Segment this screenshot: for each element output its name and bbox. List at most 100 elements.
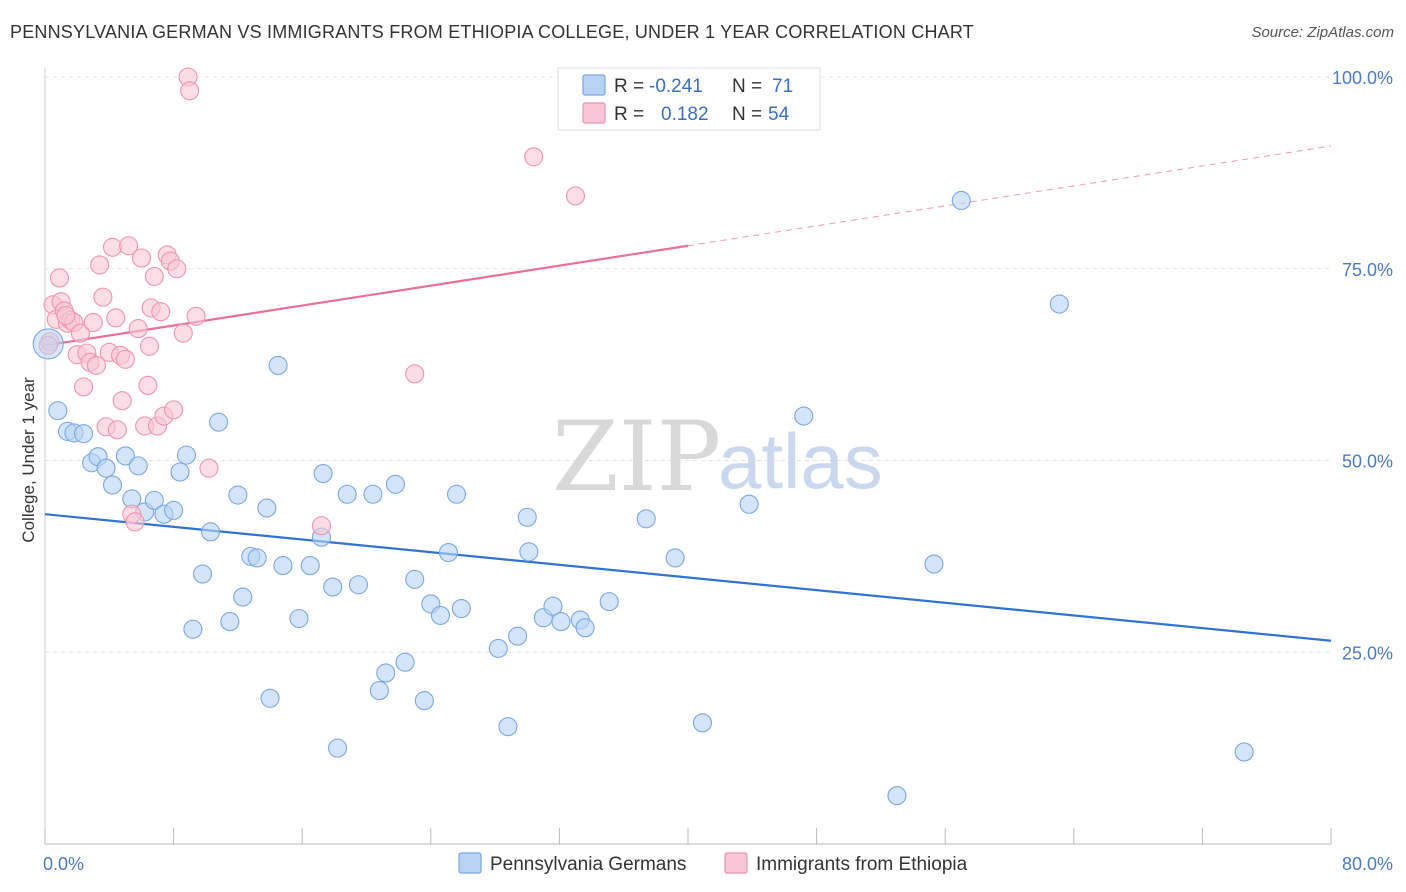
- data-point-pennsylvania-germans: [599, 592, 619, 612]
- stats-legend-n-value: 54: [768, 104, 790, 125]
- data-point-pennsylvania-germans: [257, 498, 277, 518]
- data-point-pennsylvania-germans: [1049, 294, 1069, 314]
- x-tick-label: 80.0%: [1342, 854, 1393, 874]
- data-point-pennsylvania-germans: [48, 401, 68, 421]
- data-point-pennsylvania-germans: [289, 608, 309, 629]
- y-tick-label: 75.0%: [1342, 260, 1393, 280]
- data-point-pennsylvania-germans: [887, 786, 907, 806]
- y-tick-labels: 25.0% 50.0% 75.0% 100.0%: [1332, 68, 1393, 663]
- data-point-immigrants-from-ethiopia: [311, 516, 332, 536]
- data-point-pennsylvania-germans: [376, 663, 396, 683]
- trend-line-extension: [687, 145, 1332, 247]
- data-point-pennsylvania-germans: [951, 190, 971, 211]
- stats-legend-n-label: N =: [732, 104, 762, 125]
- data-point-pennsylvania-germans: [144, 490, 164, 510]
- data-point-pennsylvania-germans: [96, 458, 116, 478]
- data-point-immigrants-from-ethiopia: [107, 420, 127, 440]
- gridlines: [45, 76, 1331, 653]
- data-point-pennsylvania-germans: [102, 475, 123, 495]
- stats-legend-r-label: R =: [614, 76, 644, 97]
- data-point-pennsylvania-germans: [636, 509, 656, 529]
- data-point-pennsylvania-germans: [164, 500, 184, 520]
- data-point-immigrants-from-ethiopia: [405, 364, 425, 384]
- data-point-pennsylvania-germans: [273, 556, 293, 576]
- data-point-immigrants-from-ethiopia: [119, 236, 139, 256]
- data-point-pennsylvania-germans: [348, 575, 369, 595]
- data-point-pennsylvania-germans: [430, 605, 450, 625]
- data-point-pennsylvania-germans: [498, 717, 518, 737]
- data-point-immigrants-from-ethiopia: [106, 308, 126, 328]
- data-point-immigrants-from-ethiopia: [524, 147, 544, 167]
- axes: [44, 68, 1332, 845]
- data-point-pennsylvania-germans: [794, 406, 814, 426]
- data-point-pennsylvania-germans: [268, 355, 288, 375]
- data-point-pennsylvania-germans: [739, 494, 759, 514]
- data-point-pennsylvania-germans: [692, 713, 713, 733]
- data-point-immigrants-from-ethiopia: [144, 266, 164, 286]
- legend-swatch-immigrants-from-ethiopia: [724, 852, 748, 874]
- data-point-immigrants-from-ethiopia: [125, 512, 145, 532]
- watermark-zip: ZIP: [552, 401, 721, 513]
- stats-legend-r-value: 0.182: [661, 104, 709, 125]
- data-point-pennsylvania-germans: [260, 688, 280, 708]
- data-point-cluster: [32, 328, 64, 360]
- x-tick-label: 0.0%: [43, 854, 84, 874]
- series-legend: Pennsylvania Germans Immigrants from Eth…: [458, 852, 968, 875]
- data-point-pennsylvania-germans: [665, 548, 685, 568]
- data-point-pennsylvania-germans: [247, 548, 267, 568]
- data-point-immigrants-from-ethiopia: [131, 248, 151, 268]
- data-point-pennsylvania-germans: [385, 474, 405, 494]
- data-point-immigrants-from-ethiopia: [93, 287, 113, 307]
- data-point-immigrants-from-ethiopia: [199, 458, 219, 478]
- data-point-pennsylvania-germans: [209, 412, 229, 432]
- data-point-pennsylvania-germans: [300, 556, 320, 576]
- data-point-immigrants-from-ethiopia: [164, 400, 184, 420]
- data-point-pennsylvania-germans: [508, 626, 528, 646]
- data-point-pennsylvania-germans: [488, 638, 508, 658]
- stats-legend: R = -0.241 N = 71 R = 0.182 N = 54: [557, 67, 821, 131]
- data-point-immigrants-from-ethiopia: [138, 375, 158, 395]
- data-point-pennsylvania-germans: [438, 542, 459, 563]
- data-point-pennsylvania-germans: [551, 612, 571, 632]
- data-points: [32, 67, 1254, 806]
- stats-legend-r-label: R =: [614, 104, 644, 125]
- data-point-pennsylvania-germans: [313, 463, 333, 484]
- watermark: ZIP atlas: [552, 401, 883, 513]
- data-point-immigrants-from-ethiopia: [112, 391, 132, 411]
- data-point-pennsylvania-germans: [220, 612, 240, 632]
- stats-legend-swatch-blue: [582, 74, 606, 96]
- trend-lines: [44, 145, 1332, 642]
- stats-legend-r-value: -0.241: [649, 76, 703, 97]
- data-point-pennsylvania-germans: [414, 691, 434, 711]
- data-point-immigrants-from-ethiopia: [151, 302, 171, 322]
- stats-legend-swatch-pink: [582, 102, 606, 124]
- data-point-pennsylvania-germans: [405, 569, 425, 589]
- stats-legend-n-value: 71: [772, 76, 793, 97]
- source-credit: Source: ZipAtlas.com: [1251, 24, 1394, 41]
- y-axis-label: College, Under 1 year: [19, 377, 38, 543]
- data-point-immigrants-from-ethiopia: [74, 377, 94, 397]
- y-tick-label: 100.0%: [1332, 68, 1393, 88]
- data-point-immigrants-from-ethiopia: [70, 323, 90, 343]
- data-point-pennsylvania-germans: [575, 618, 595, 638]
- data-point-immigrants-from-ethiopia: [186, 306, 206, 326]
- data-point-pennsylvania-germans: [369, 681, 389, 701]
- data-point-pennsylvania-germans: [363, 484, 383, 504]
- data-point-immigrants-from-ethiopia: [128, 319, 148, 339]
- legend-label-immigrants-from-ethiopia: Immigrants from Ethiopia: [756, 854, 968, 875]
- data-point-immigrants-from-ethiopia: [139, 336, 160, 356]
- data-point-immigrants-from-ethiopia: [90, 255, 110, 275]
- data-point-pennsylvania-germans: [446, 484, 467, 504]
- data-point-pennsylvania-germans: [128, 456, 148, 476]
- data-point-pennsylvania-germans: [183, 619, 203, 639]
- data-point-immigrants-from-ethiopia: [180, 81, 200, 101]
- data-point-immigrants-from-ethiopia: [86, 355, 106, 375]
- data-point-pennsylvania-germans: [517, 507, 537, 527]
- trend-line: [44, 513, 1332, 642]
- data-point-pennsylvania-germans: [328, 738, 348, 758]
- x-tick-labels: 0.0% 80.0%: [43, 854, 1393, 874]
- watermark-atlas: atlas: [718, 417, 883, 505]
- data-point-pennsylvania-germans: [74, 424, 94, 444]
- data-point-immigrants-from-ethiopia: [167, 259, 187, 279]
- data-point-pennsylvania-germans: [451, 598, 471, 619]
